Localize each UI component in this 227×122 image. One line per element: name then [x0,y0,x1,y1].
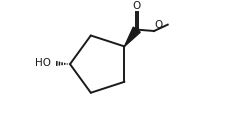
Text: HO: HO [35,58,50,68]
Text: O: O [154,20,162,30]
Polygon shape [124,27,140,46]
Text: O: O [132,1,140,11]
